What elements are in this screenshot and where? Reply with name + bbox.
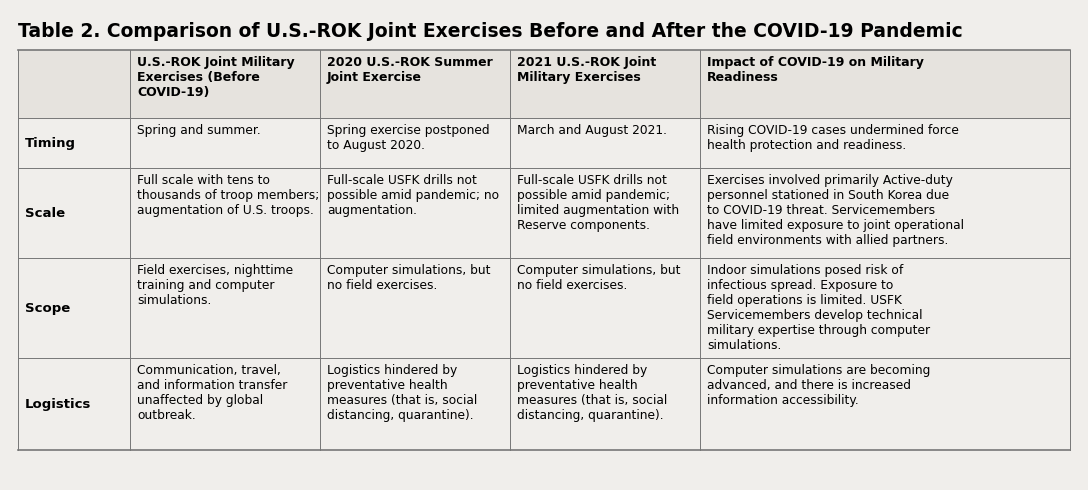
Text: Logistics hindered by
preventative health
measures (that is, social
distancing, : Logistics hindered by preventative healt… <box>327 364 478 422</box>
Text: Spring and summer.: Spring and summer. <box>137 124 261 137</box>
Bar <box>18 50 1070 118</box>
Text: Spring exercise postponed
to August 2020.: Spring exercise postponed to August 2020… <box>327 124 490 152</box>
Text: Timing: Timing <box>25 137 76 149</box>
Text: Field exercises, nighttime
training and computer
simulations.: Field exercises, nighttime training and … <box>137 264 293 307</box>
Text: Scale: Scale <box>25 206 65 220</box>
Text: Full scale with tens to
thousands of troop members;
augmentation of U.S. troops.: Full scale with tens to thousands of tro… <box>137 174 319 217</box>
Text: 2021 U.S.-ROK Joint
Military Exercises: 2021 U.S.-ROK Joint Military Exercises <box>517 56 656 84</box>
Text: Computer simulations are becoming
advanced, and there is increased
information a: Computer simulations are becoming advanc… <box>707 364 930 407</box>
Text: Indoor simulations posed risk of
infectious spread. Exposure to
field operations: Indoor simulations posed risk of infecti… <box>707 264 930 352</box>
Text: Computer simulations, but
no field exercises.: Computer simulations, but no field exerc… <box>517 264 680 292</box>
Text: Logistics hindered by
preventative health
measures (that is, social
distancing, : Logistics hindered by preventative healt… <box>517 364 667 422</box>
Text: Impact of COVID-19 on Military
Readiness: Impact of COVID-19 on Military Readiness <box>707 56 924 84</box>
Text: U.S.-ROK Joint Military
Exercises (Before
COVID-19): U.S.-ROK Joint Military Exercises (Befor… <box>137 56 295 99</box>
Text: Full-scale USFK drills not
possible amid pandemic; no
augmentation.: Full-scale USFK drills not possible amid… <box>327 174 499 217</box>
Text: Exercises involved primarily Active-duty
personnel stationed in South Korea due
: Exercises involved primarily Active-duty… <box>707 174 964 247</box>
Text: Full-scale USFK drills not
possible amid pandemic;
limited augmentation with
Res: Full-scale USFK drills not possible amid… <box>517 174 679 232</box>
Text: Scope: Scope <box>25 301 71 315</box>
Text: Computer simulations, but
no field exercises.: Computer simulations, but no field exerc… <box>327 264 491 292</box>
Text: Table 2. Comparison of U.S.-ROK Joint Exercises Before and After the COVID-19 Pa: Table 2. Comparison of U.S.-ROK Joint Ex… <box>18 22 963 41</box>
Text: 2020 U.S.-ROK Summer
Joint Exercise: 2020 U.S.-ROK Summer Joint Exercise <box>327 56 493 84</box>
Text: March and August 2021.: March and August 2021. <box>517 124 667 137</box>
Text: Rising COVID-19 cases undermined force
health protection and readiness.: Rising COVID-19 cases undermined force h… <box>707 124 959 152</box>
Text: Logistics: Logistics <box>25 397 91 411</box>
Text: Communication, travel,
and information transfer
unaffected by global
outbreak.: Communication, travel, and information t… <box>137 364 287 422</box>
